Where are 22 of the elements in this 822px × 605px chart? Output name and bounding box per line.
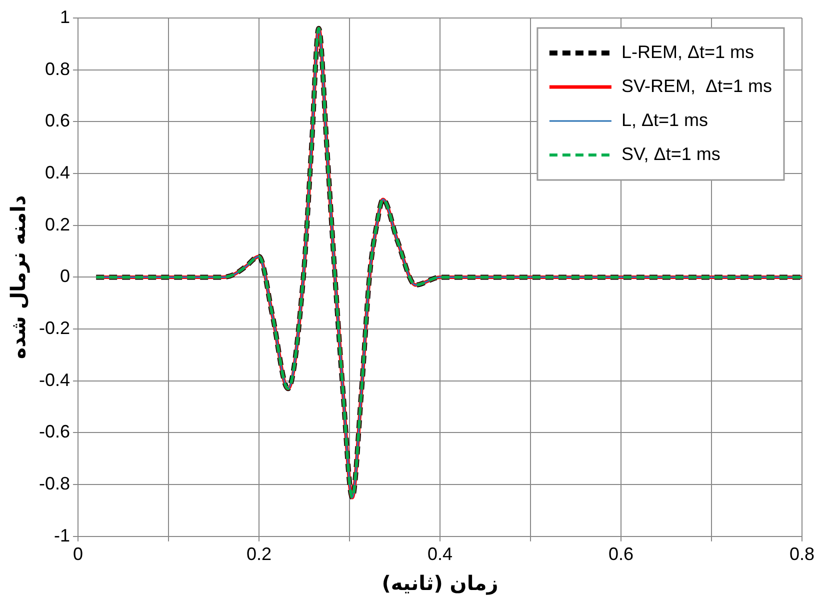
y-tick-label: -0.2	[38, 318, 70, 338]
y-tick-label: -0.6	[38, 422, 70, 442]
y-tick-label: -1	[54, 525, 70, 546]
y-tick-label: 0	[60, 266, 70, 286]
y-axis-title: دامنه نرمال شده	[6, 195, 30, 360]
y-tick-label: 1	[60, 6, 70, 27]
y-tick-label: 0.8	[44, 58, 70, 79]
legend-label: L-REM, Δt=1 ms	[621, 42, 754, 62]
legend-label: SV-REM, Δt=1 ms	[621, 76, 772, 96]
x-tick-label: 0.4	[427, 544, 453, 564]
legend-label: SV, Δt=1 ms	[621, 144, 720, 164]
y-tick-label: 0.4	[44, 162, 70, 182]
x-tick-label: 0.2	[246, 544, 272, 564]
x-tick-label: 0.6	[608, 544, 634, 564]
x-axis-title: زمان (ثانیه)	[382, 571, 498, 596]
y-tick-label: -0.8	[38, 474, 70, 494]
x-tick-label: 0	[73, 544, 84, 564]
y-tick-label: 0.2	[44, 214, 70, 234]
y-tick-label: -0.4	[38, 370, 70, 390]
x-tick-label: 0.8	[789, 544, 815, 564]
y-tick-label: 0.6	[44, 110, 70, 131]
legend-label: L, Δt=1 ms	[621, 110, 708, 130]
